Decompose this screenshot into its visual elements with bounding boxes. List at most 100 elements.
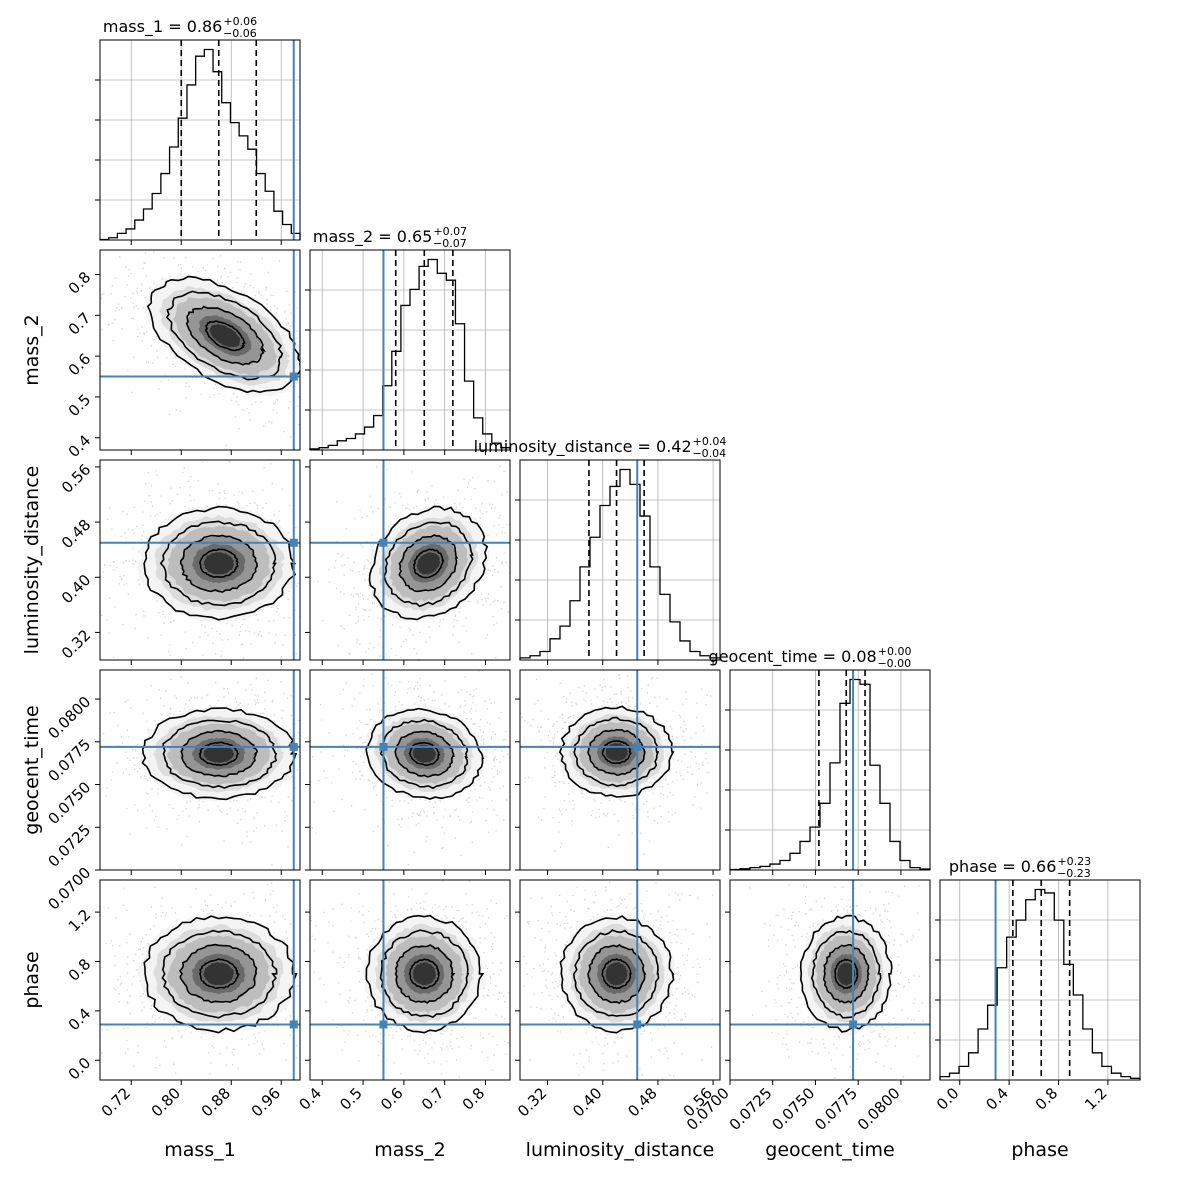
- y-tick-label-mass_2: 0.8: [65, 268, 95, 298]
- y-tick-label-luminosity_distance: 0.48: [58, 516, 94, 552]
- y-tick-label-phase: 0.8: [65, 955, 95, 985]
- y-tick-label-mass_2: 0.7: [65, 309, 95, 339]
- density-shade: [203, 552, 235, 575]
- y-tick-label-mass_2: 0.5: [65, 391, 95, 421]
- panel-geocent_time-hist: geocent_time = 0.08+0.00 −0.00: [709, 645, 931, 871]
- x-tick-label-mass_1: 0.72: [98, 1084, 134, 1120]
- contour-line: [558, 705, 675, 798]
- x-axis-label-geocent_time: geocent_time: [765, 1139, 894, 1161]
- axes-frame: [99, 39, 301, 241]
- density-shade: [203, 744, 235, 763]
- truth-marker: [289, 742, 298, 751]
- x-axis-label-mass_1: mass_1: [164, 1139, 236, 1161]
- density-shade: [412, 962, 436, 986]
- contour-line: [159, 520, 277, 607]
- panel-mass_2-vs-geocent_time: [305, 669, 511, 875]
- y-axis-label-mass_2: mass_2: [21, 314, 43, 386]
- axes-frame: [519, 669, 721, 871]
- y-tick-label-luminosity_distance: 0.40: [58, 571, 94, 607]
- contour-line: [198, 958, 241, 990]
- axes-frame: [519, 459, 721, 661]
- axes-frame: [99, 879, 301, 1081]
- panel-mass_1-vs-luminosity_distance: [95, 459, 301, 665]
- y-tick-label-phase: 0.0: [65, 1054, 95, 1084]
- y-tick-label-luminosity_distance: 0.32: [58, 626, 94, 662]
- x-tick-label-mass_1: 0.88: [198, 1084, 234, 1120]
- truth-marker: [633, 1020, 642, 1029]
- x-tick-label-geocent_time: 0.0775: [811, 1084, 861, 1134]
- histogram-mass_1: [99, 48, 301, 241]
- panel-mass_1-vs-mass_2: [95, 249, 301, 455]
- x-axis-label-mass_2: mass_2: [374, 1139, 446, 1161]
- truth-marker: [379, 742, 388, 751]
- axes-frame: [309, 879, 511, 1081]
- contour-line: [365, 914, 485, 1034]
- x-tick-label-phase: 0.4: [982, 1084, 1012, 1114]
- panel-mass_2-vs-phase: [305, 879, 511, 1085]
- contour-line: [185, 305, 267, 366]
- contour-line: [398, 534, 458, 593]
- x-tick-label-phase: 0.0: [933, 1084, 963, 1114]
- panel-mass_1-vs-phase: [95, 879, 301, 1085]
- axes-frame: [99, 249, 301, 451]
- y-axis-label-geocent_time: geocent_time: [21, 705, 43, 834]
- x-axis-label-luminosity_distance: luminosity_distance: [526, 1139, 715, 1161]
- panel-title-mass_1: mass_1 = 0.86+0.06 −0.06: [103, 15, 257, 40]
- panel-mass_2-hist: mass_2 = 0.65+0.07 −0.07: [305, 225, 511, 451]
- x-tick-label-mass_2: 0.7: [418, 1084, 448, 1114]
- contour-line: [146, 275, 300, 394]
- x-tick-label-geocent_time: 0.0800: [854, 1084, 904, 1134]
- y-tick-label-phase: 0.4: [65, 1005, 95, 1035]
- x-tick-label-geocent_time: 0.0725: [726, 1084, 776, 1134]
- y-tick-label-luminosity_distance: 0.56: [58, 461, 94, 497]
- contour-line: [162, 719, 278, 789]
- axes-frame: [309, 669, 511, 871]
- contour-line: [143, 915, 298, 1034]
- contour-line: [178, 943, 258, 1004]
- contour-line: [383, 521, 474, 608]
- axes-frame: [519, 879, 721, 1081]
- y-tick-label-geocent_time: 0.0725: [45, 821, 95, 871]
- panel-title-luminosity_distance: luminosity_distance = 0.42+0.04 −0.04: [474, 435, 727, 460]
- contour-line: [601, 740, 632, 765]
- panel-luminosity_distance-vs-geocent_time: [515, 669, 721, 875]
- panel-geocent_time-vs-phase: [725, 879, 931, 1085]
- panel-phase-hist: phase = 0.66+0.23 −0.23: [935, 855, 1141, 1081]
- truth-marker: [289, 372, 298, 381]
- contour-line: [601, 958, 632, 990]
- contour-line: [198, 741, 240, 767]
- contour-line: [408, 958, 440, 990]
- y-tick-label-geocent_time: 0.0700: [45, 864, 95, 914]
- axes-frame: [309, 249, 511, 451]
- contour-line: [559, 915, 675, 1034]
- contour-line: [587, 728, 646, 776]
- truth-marker: [379, 538, 388, 547]
- y-tick-label-mass_2: 0.4: [65, 431, 95, 461]
- contour-line: [587, 944, 647, 1005]
- truth-marker: [289, 1020, 298, 1029]
- x-tick-label-mass_2: 0.5: [336, 1084, 366, 1114]
- histogram-phase: [939, 888, 1141, 1080]
- panel-title-mass_2: mass_2 = 0.65+0.07 −0.07: [313, 225, 467, 250]
- contour-line: [365, 707, 485, 800]
- contour-line: [141, 707, 298, 801]
- x-tick-label-phase: 0.8: [1032, 1084, 1062, 1114]
- contour-line: [822, 943, 870, 1004]
- axes-frame: [99, 669, 301, 871]
- x-tick-label-mass_2: 0.6: [377, 1084, 407, 1114]
- density-shade: [837, 962, 856, 986]
- contour-line: [412, 548, 445, 579]
- x-tick-label-luminosity_distance: 0.40: [569, 1084, 605, 1120]
- density-shade: [416, 552, 441, 575]
- x-tick-label-phase: 1.2: [1081, 1084, 1111, 1114]
- histogram-luminosity_distance: [519, 468, 721, 660]
- x-tick-label-luminosity_distance: 0.48: [624, 1084, 660, 1120]
- panel-mass_1-hist: mass_1 = 0.86+0.06 −0.06: [95, 15, 301, 241]
- axes-frame: [99, 459, 301, 661]
- axes-frame: [729, 879, 931, 1081]
- y-axis-label-phase: phase: [21, 951, 43, 1008]
- contour-line: [408, 741, 441, 767]
- contour-line: [368, 505, 489, 621]
- x-tick-label-luminosity_distance: 0.32: [514, 1084, 550, 1120]
